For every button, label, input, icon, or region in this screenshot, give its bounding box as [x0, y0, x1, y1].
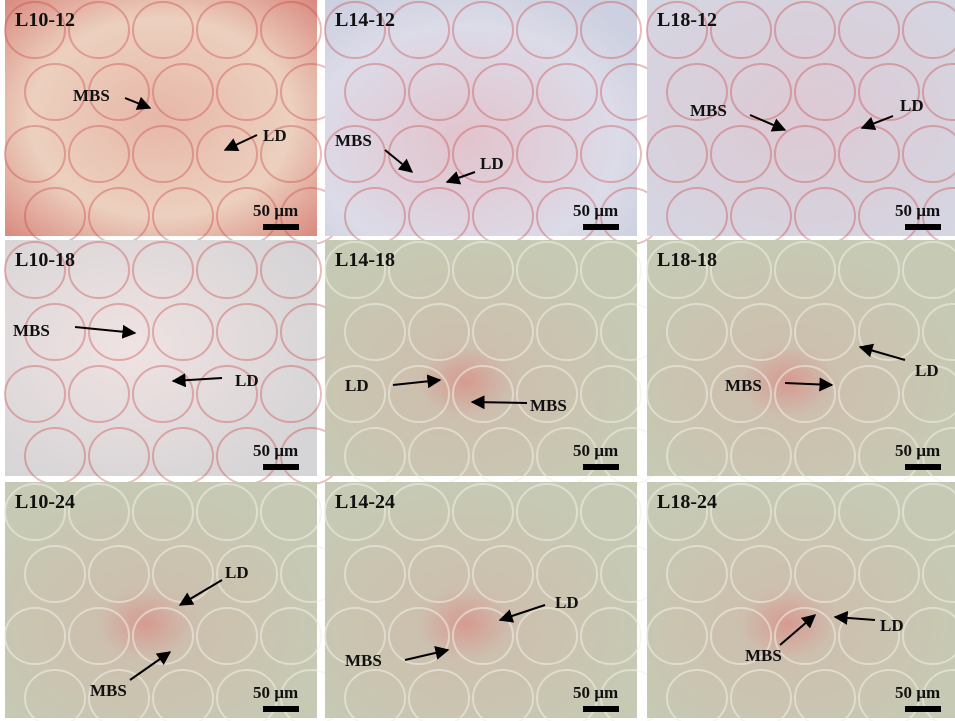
annotation: MBS — [345, 651, 382, 670]
scale-bar-label: 50 µm — [573, 683, 618, 702]
panel: L10-24 LD MBS 50 µm — [5, 482, 341, 721]
panel-label: L18-24 — [657, 491, 717, 513]
annotation: MBS — [745, 646, 782, 665]
scale-bar — [905, 464, 941, 470]
annotation: MBS — [530, 396, 567, 415]
panel: L10-18 MBS LD 50 µm — [5, 240, 341, 484]
scale-bar — [583, 706, 619, 712]
annotation: LD — [480, 154, 504, 173]
panel-label: L10-24 — [15, 491, 75, 513]
arrow — [472, 402, 527, 403]
panel: L18-18 MBS LD 50 µm — [647, 240, 955, 484]
panel: L10-12 MBS LD 50 µm — [5, 0, 341, 244]
annotation: MBS — [13, 321, 50, 340]
scale-bar-label: 50 µm — [895, 683, 940, 702]
annotation: LD — [225, 563, 249, 582]
scale-bar — [905, 224, 941, 230]
scale-bar — [583, 224, 619, 230]
panel-label: L10-18 — [15, 249, 75, 271]
scale-bar — [583, 464, 619, 470]
panel-label: L10-12 — [15, 9, 75, 31]
scale-bar-label: 50 µm — [253, 683, 298, 702]
scale-bar — [263, 464, 299, 470]
panel-label: L18-18 — [657, 249, 717, 271]
scale-bar-label: 50 µm — [573, 441, 618, 460]
annotation: MBS — [90, 681, 127, 700]
annotation: LD — [345, 376, 369, 395]
panel: L14-18 LD MBS 50 µm — [325, 240, 661, 484]
panel-label: L14-24 — [335, 491, 395, 513]
annotation: MBS — [73, 86, 110, 105]
panel: L14-24 LD MBS 50 µm — [325, 482, 661, 721]
annotation: MBS — [725, 376, 762, 395]
scale-bar-label: 50 µm — [895, 441, 940, 460]
annotation: LD — [555, 593, 579, 612]
annotation: LD — [880, 616, 904, 635]
panel-label: L14-12 — [335, 9, 395, 31]
annotation: LD — [263, 126, 287, 145]
scale-bar-label: 50 µm — [573, 201, 618, 220]
annotation: LD — [900, 96, 924, 115]
panel-label: L18-12 — [657, 9, 717, 31]
panel: L18-24 LD MBS 50 µm — [647, 482, 955, 721]
panel-label: L14-18 — [335, 249, 395, 271]
scale-bar-label: 50 µm — [895, 201, 940, 220]
scale-bar — [263, 224, 299, 230]
figure: L10-12 MBS LD 50 µm L14-12 MBS LD 50 µm L18-12 MB… — [0, 0, 955, 721]
panel: L14-12 MBS LD 50 µm — [325, 0, 661, 244]
annotation: LD — [235, 371, 259, 390]
scale-bar — [263, 706, 299, 712]
annotation: LD — [915, 361, 939, 380]
scale-bar-label: 50 µm — [253, 441, 298, 460]
scale-bar — [905, 706, 941, 712]
scale-bar-label: 50 µm — [253, 201, 298, 220]
annotation: MBS — [335, 131, 372, 150]
annotation: MBS — [690, 101, 727, 120]
panel: L18-12 MBS LD 50 µm — [647, 0, 955, 244]
